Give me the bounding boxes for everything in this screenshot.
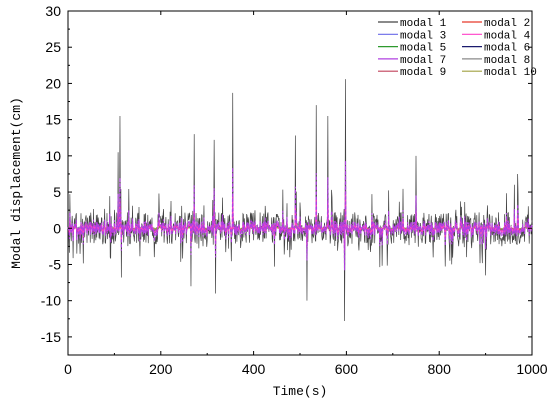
legend-label: modal 8 xyxy=(484,55,530,67)
legend-item-modal-7: modal 7 xyxy=(378,55,446,67)
y-tick-label: 10 xyxy=(45,148,61,164)
x-tick-label: 200 xyxy=(149,361,173,377)
legend-item-modal-8: modal 8 xyxy=(462,55,530,67)
y-tick-label: -5 xyxy=(49,256,62,272)
legend-label: modal 2 xyxy=(484,18,530,30)
series-line-modal-1 xyxy=(67,79,533,321)
legend-label: modal 9 xyxy=(400,67,446,79)
x-tick-label: 0 xyxy=(64,361,72,377)
legend-item-modal-5: modal 5 xyxy=(378,43,446,55)
x-tick-label: 400 xyxy=(242,361,266,377)
series-line-modal-7 xyxy=(67,160,533,271)
legend-label: modal 6 xyxy=(484,43,530,55)
legend-label: modal 5 xyxy=(400,43,446,55)
legend-item-modal-10: modal 10 xyxy=(462,67,537,79)
x-tick-label: 1000 xyxy=(516,361,547,377)
y-tick-label: 0 xyxy=(53,220,61,236)
y-tick-label: 15 xyxy=(45,112,61,128)
y-tick-label: -15 xyxy=(41,329,61,345)
y-tick-label: -10 xyxy=(41,293,61,309)
legend-item-modal-1: modal 1 xyxy=(378,18,447,30)
y-tick-label: 30 xyxy=(45,3,61,19)
plot-area: 0 200 400 600 800 1000 -15 -10 -5 0 5 10 15 20 25 30 xyxy=(41,3,548,377)
y-tick-label: 5 xyxy=(53,184,61,200)
legend-label: modal 7 xyxy=(400,55,446,67)
x-tick-label: 600 xyxy=(335,361,359,377)
legend-item-modal-6: modal 6 xyxy=(462,43,530,55)
ticks-layer: 0 200 400 600 800 1000 -15 -10 -5 0 5 10 15 20 25 30 xyxy=(41,3,548,377)
legend-label: modal 10 xyxy=(484,67,537,79)
legend-item-modal-9: modal 9 xyxy=(378,67,446,79)
legend-item-modal-4: modal 4 xyxy=(462,30,531,42)
x-tick-label: 800 xyxy=(428,361,452,377)
y-axis-label: Modal displacement(cm) xyxy=(9,97,24,269)
legend-item-modal-2: modal 2 xyxy=(462,18,530,30)
y-tick-label: 20 xyxy=(45,75,61,91)
series-layer xyxy=(67,79,533,321)
legend-label: modal 3 xyxy=(400,30,446,42)
plot-frame xyxy=(67,10,533,356)
legend-label: modal 4 xyxy=(484,30,531,42)
legend-item-modal-3: modal 3 xyxy=(378,30,446,42)
legend-label: modal 1 xyxy=(400,18,447,30)
x-axis-label: Time(s) xyxy=(273,384,328,399)
y-tick-label: 25 xyxy=(45,39,61,55)
